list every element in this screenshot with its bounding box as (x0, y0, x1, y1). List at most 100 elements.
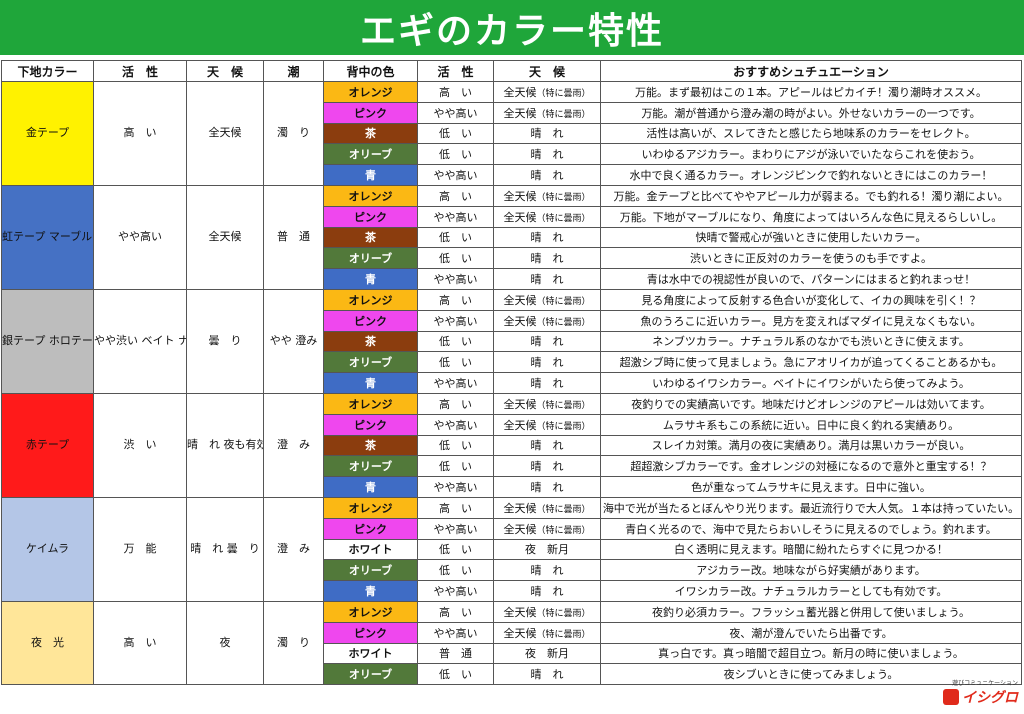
base-color-cell: 銀テープ ホロテープ (1, 288, 94, 394)
group-tide-cell: 普 通 (263, 184, 324, 290)
back-weather-cell: 晴 れ (493, 226, 601, 249)
weather-main: 全天候 (503, 397, 537, 411)
back-weather-cell: 晴 れ (493, 455, 601, 478)
recommendation-cell: 超激シブ時に使って見ましょう。急にアオリイカが追ってくることあるかも。 (600, 351, 1022, 374)
weather-main: 晴 れ (530, 668, 564, 682)
weather-sub: （特に曇雨） (536, 629, 591, 640)
back-weather-cell: 全天候（特に曇雨） (493, 309, 601, 332)
weather-main: 全天候 (503, 314, 537, 328)
back-color-cell: オレンジ (323, 392, 418, 415)
group-activity-cell: やや渋い ベイト ナチュラル (93, 288, 187, 394)
weather-sub: （特に曇雨） (536, 213, 591, 224)
recommendation-cell: 夜釣りでの実績高いです。地味だけどオレンジのアピールは効いてます。 (600, 392, 1022, 415)
back-weather-cell: 晴 れ (493, 351, 601, 374)
back-activity-cell: 低 い (417, 351, 494, 374)
header-weather: 天 候 (186, 60, 264, 82)
header-back-weather: 天 候 (493, 60, 601, 82)
weather-main: 晴 れ (530, 169, 564, 183)
recommendation-cell: いわゆるアジカラー。まわりにアジが泳いでいたならこれを使おう。 (600, 143, 1022, 166)
back-weather-cell: 晴 れ (493, 434, 601, 457)
group-tide-cell: 澄 み (263, 496, 324, 602)
back-color-cell: 青 (323, 476, 418, 498)
back-activity-cell: 高 い (417, 600, 494, 623)
weather-sub: （特に曇雨） (536, 421, 591, 432)
base-color-cell: 金テープ (1, 81, 94, 186)
weather-main: 全天候 (503, 210, 537, 224)
table-row: ピンク やや高い 全天候（特に曇雨） 万能。下地がマーブルになり、角度によってはいろん… (2, 205, 1022, 228)
back-weather-cell: 全天候（特に曇雨） (493, 81, 601, 103)
table-row: ホワイト普 通 夜 新月 真っ白です。真っ暗闇で超目立つ。新月の時に使いましょう。 (2, 642, 1022, 665)
back-color-cell: ホワイト (323, 642, 418, 665)
weather-main: 全天候 (503, 189, 537, 203)
table-row: 青やや高い 晴 れ イワシカラー改。ナチュラルカラーとしても有効です。 (2, 580, 1022, 602)
back-color-cell: 茶 (323, 122, 418, 145)
group-tide-cell: 濁 り (263, 81, 324, 186)
back-weather-cell: 晴 れ (493, 663, 601, 686)
weather-main: 全天候 (503, 605, 537, 619)
table-row: 夜 光高 い夜濁 りオレンジ高 い全天候（特に曇雨） 夜釣り必須カラー。フラッシュ… (1, 600, 1022, 686)
weather-main: 晴 れ (530, 127, 564, 141)
logo-badge-icon (943, 689, 959, 705)
back-weather-cell: 晴 れ (493, 476, 601, 498)
recommendation-cell: ネンブツカラー。ナチュラル系のなかでも渋いときに使えます。 (600, 330, 1022, 353)
weather-main: 晴 れ (530, 564, 564, 578)
group-weather-cell: 晴 れ 夜も有効 (186, 392, 264, 498)
back-color-cell: 青 (323, 164, 418, 186)
back-weather-cell: 晴 れ (493, 122, 601, 145)
back-color-cell: オリーブ (323, 455, 418, 478)
title-banner: エギのカラー特性 (0, 0, 1024, 55)
header-row: 下地カラー 活 性 天 候 潮 背中の色 活 性 天 候 おすすめシュチュエーシ… (1, 60, 1022, 82)
back-activity-cell: 高 い (417, 392, 494, 415)
weather-sub: （特に曇雨） (536, 400, 591, 411)
back-color-cell: 青 (323, 372, 418, 394)
back-weather-cell: 全天候（特に曇雨） (493, 184, 601, 207)
recommendation-cell: スレイカ対策。満月の夜に実績あり。満月は黒いカラーが良い。 (600, 434, 1022, 457)
logo-wordmark: イシグロ (962, 690, 1018, 706)
group-weather-cell: 全天候 (186, 81, 264, 186)
back-activity-cell: やや高い (417, 205, 494, 228)
back-activity-cell: 高 い (417, 81, 494, 103)
recommendation-cell: 万能。下地がマーブルになり、角度によってはいろんな色に見えるらしいし。 (600, 205, 1022, 228)
table-row: 青やや高い 晴 れ 水中で良く通るカラー。オレンジピンクで釣れないときにはこのカラー… (2, 164, 1022, 186)
group-weather-cell: 曇 り (186, 288, 264, 394)
back-activity-cell: やや高い (417, 476, 494, 498)
table-row: 茶低 い 晴 れ 活性は高いが、スレてきたと感じたら地味系のカラーをセレクト。 (2, 122, 1022, 145)
group-weather-cell: 全天候 (186, 184, 264, 290)
back-color-cell: オリーブ (323, 663, 418, 686)
weather-main: 晴 れ (530, 377, 564, 391)
back-activity-cell: やや高い (417, 101, 494, 124)
back-color-cell: ピンク (323, 205, 418, 228)
recommendation-cell: ムラサキ系もこの系統に近い。日中に良く釣れる実績あり。 (600, 413, 1022, 436)
recommendation-cell: 色が重なってムラサキに見えます。日中に強い。 (600, 476, 1022, 498)
group-activity-cell: やや高い (93, 184, 187, 290)
weather-main: 晴 れ (530, 460, 564, 474)
back-color-cell: 青 (323, 268, 418, 290)
group-tide-cell: やや 澄み (263, 288, 324, 394)
table-row: 青やや高い 晴 れ 青は水中での視認性が良いので、パターンにはまると釣れまっせ！ (2, 268, 1022, 290)
recommendation-cell: 水中で良く通るカラー。オレンジピンクで釣れないときにはこのカラー！ (600, 164, 1022, 186)
back-weather-cell: 全天候（特に曇雨） (493, 600, 601, 623)
egi-color-table: 下地カラー 活 性 天 候 潮 背中の色 活 性 天 候 おすすめシュチュエーシ… (1, 60, 1022, 686)
table-row: 茶低 い 晴 れ ネンブツカラー。ナチュラル系のなかでも渋いときに使えます。 (2, 330, 1022, 353)
weather-sub: （特に曇雨） (536, 88, 591, 99)
back-weather-cell: 夜 新月 (493, 538, 601, 561)
back-weather-cell: 晴 れ (493, 559, 601, 582)
header-recommended: おすすめシュチュエーション (600, 60, 1022, 82)
back-weather-cell: 全天候（特に曇雨） (493, 288, 601, 311)
back-color-cell: ピンク (323, 517, 418, 540)
header-back-color: 背中の色 (323, 60, 418, 82)
back-color-cell: オレンジ (323, 496, 418, 519)
recommendation-cell: 万能。潮が普通から澄み潮の時がよい。外せないカラーの一つです。 (600, 101, 1022, 124)
back-activity-cell: 低 い (417, 455, 494, 478)
table-row: 赤テープ渋 い晴 れ 夜も有効澄 みオレンジ高 い全天候（特に曇雨） 夜釣りでの実… (1, 392, 1022, 498)
weather-sub: （特に曇雨） (536, 525, 591, 536)
table-row: オリーブ低 い 晴 れ 夜シブいときに使ってみましょう。 (2, 663, 1022, 686)
recommendation-cell: 海中で光が当たるとぼんやり光ります。最近流行りで大人気。１本は持っていたい。 (600, 496, 1022, 519)
table-row: ピンク やや高い 全天候（特に曇雨） 青白く光るので、海中で見たらおいしそうに見えるの… (2, 517, 1022, 540)
back-color-cell: ピンク (323, 621, 418, 644)
weather-main: 全天候 (503, 501, 537, 515)
recommendation-cell: イワシカラー改。ナチュラルカラーとしても有効です。 (600, 580, 1022, 602)
recommendation-cell: いわゆるイワシカラー。ベイトにイワシがいたら使ってみよう。 (600, 372, 1022, 394)
back-color-cell: オリーブ (323, 247, 418, 270)
base-color-cell: ケイムラ (1, 496, 94, 602)
